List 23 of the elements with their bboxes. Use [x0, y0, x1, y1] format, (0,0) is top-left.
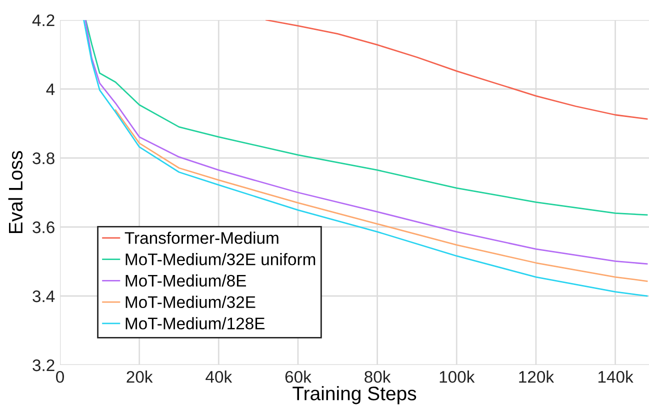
legend-label: MoT-Medium/8E [126, 274, 246, 287]
x-tick-label: 40k [206, 370, 232, 383]
legend-label: Transformer-Medium [124, 232, 278, 244]
legend-label: MoT-Medium/32E uniform [126, 253, 316, 266]
line-series [85, 20, 648, 216]
x-tick-label: 0 [56, 370, 64, 383]
y-tick-label: 3.8 [32, 152, 54, 164]
x-tick-label: 80k [364, 370, 391, 383]
y-tick-label: 3.4 [32, 290, 55, 302]
line-series [266, 20, 648, 120]
y-tick-label: 4.2 [32, 14, 54, 26]
y-tick-label: 4 [46, 84, 55, 96]
legend-label: MoT-Medium/32E [126, 296, 256, 308]
x-tick-label: 60k [285, 370, 312, 383]
y-tick-label: 3.6 [32, 221, 54, 234]
x-tick-label: 140k [598, 370, 634, 383]
x-tick-label: 120k [519, 370, 554, 383]
y-tick-label: 3.2 [32, 359, 54, 372]
x-axis-title: Training Steps [292, 386, 416, 404]
x-tick-label: 20k [126, 370, 153, 383]
y-axis-title: Eval Loss [8, 151, 23, 234]
legend-label: MoT-Medium/128E [126, 317, 265, 330]
x-tick-label: 100k [440, 370, 475, 383]
